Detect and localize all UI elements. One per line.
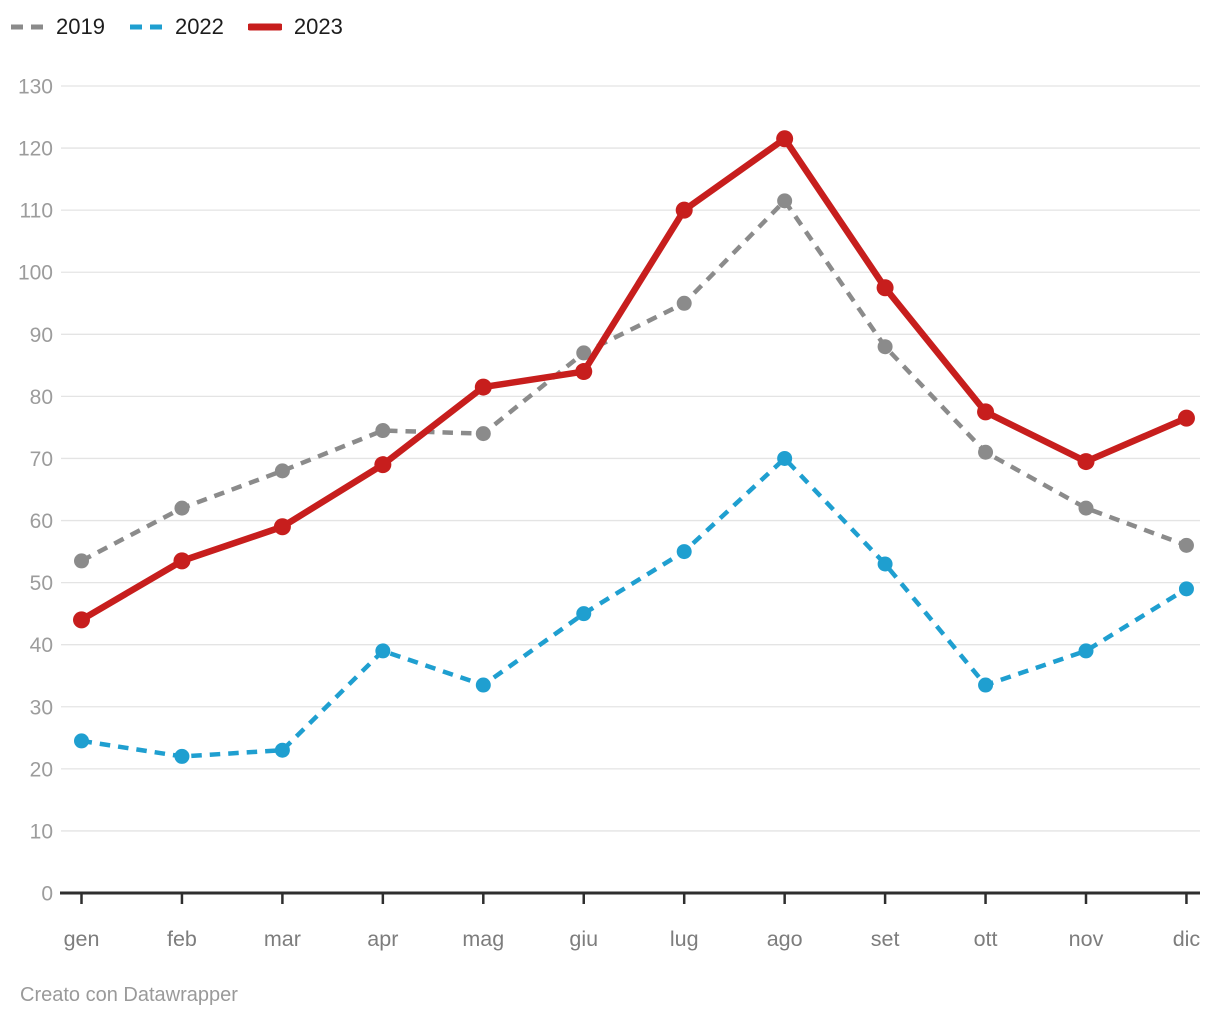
x-axis-tick-label: feb: [167, 927, 197, 951]
x-axis-tick-label: lug: [670, 927, 699, 951]
series-line-2022: [81, 456, 1188, 759]
legend-label-2023: 2023: [293, 14, 343, 39]
data-point-2023-nov[interactable]: [1077, 453, 1095, 471]
x-axis-tick-label: ago: [767, 927, 803, 951]
legend-label-2019: 2019: [56, 14, 105, 39]
data-point-2019-mag[interactable]: [475, 426, 491, 442]
data-point-2019-ago[interactable]: [777, 193, 793, 209]
data-point-2023-giu[interactable]: [575, 363, 593, 381]
y-axis-tick-label: 40: [30, 634, 53, 657]
x-axis-tick-label: set: [871, 927, 900, 951]
x-axis-tick-label: mag: [462, 927, 504, 951]
y-axis-tick-label: 90: [30, 324, 53, 347]
legend-label-2022: 2022: [174, 14, 224, 39]
data-point-2022-giu[interactable]: [576, 606, 592, 622]
legend-item-2022: 2022: [129, 14, 224, 40]
y-axis-tick-label: 110: [20, 200, 53, 223]
x-axis-tick-label: ott: [974, 927, 998, 951]
data-point-2022-gen[interactable]: [74, 733, 89, 749]
y-axis-tick-label: 80: [30, 386, 53, 409]
data-point-2019-mar[interactable]: [274, 463, 290, 479]
data-point-2022-dic[interactable]: [1178, 581, 1194, 597]
series-line-2019: [80, 198, 1188, 563]
data-point-2023-mag[interactable]: [474, 378, 492, 396]
legend-swatch-2023-icon: [247, 23, 282, 31]
data-point-2023-ago[interactable]: [776, 130, 794, 148]
data-point-2022-set[interactable]: [877, 556, 893, 572]
data-point-2022-apr[interactable]: [375, 643, 391, 659]
data-point-2023-lug[interactable]: [675, 201, 693, 219]
data-point-2019-ott[interactable]: [978, 444, 994, 460]
y-axis-tick-label: 30: [30, 696, 53, 719]
data-point-2022-ago[interactable]: [777, 450, 793, 466]
series-line-2023: [79, 135, 1188, 623]
y-axis-tick-label: 70: [30, 448, 53, 471]
legend-item-2023: 2023: [247, 14, 343, 40]
data-point-2022-mar[interactable]: [274, 742, 290, 758]
data-point-2019-set[interactable]: [877, 339, 893, 355]
data-point-2022-feb[interactable]: [174, 748, 190, 764]
x-axis-tick-label: apr: [367, 927, 398, 951]
x-axis-tick-label: mar: [264, 927, 301, 951]
x-axis-tick-label: dic: [1173, 927, 1201, 951]
x-axis-tick-label: giu: [569, 927, 598, 951]
data-point-2022-ott[interactable]: [978, 677, 994, 693]
data-point-2019-lug[interactable]: [676, 295, 692, 311]
data-point-2023-set[interactable]: [876, 279, 894, 297]
data-point-2023-feb[interactable]: [173, 552, 191, 570]
data-point-2019-giu[interactable]: [576, 345, 592, 361]
y-axis-tick-label: 60: [30, 510, 53, 533]
datawrapper-attribution-link[interactable]: Creato con Datawrapper: [20, 984, 238, 1006]
data-point-2023-dic[interactable]: [1177, 409, 1195, 427]
y-axis-tick-label: 50: [30, 572, 53, 595]
y-axis-tick-label: 20: [30, 758, 53, 781]
data-point-2019-gen[interactable]: [74, 553, 89, 569]
legend-item-2019: 2019: [10, 14, 105, 40]
y-axis-tick-label: 130: [18, 76, 53, 99]
y-axis-tick-label: 0: [41, 883, 53, 906]
y-axis-tick-label: 100: [18, 262, 53, 285]
legend-swatch-2022-icon: [129, 24, 162, 30]
data-point-2022-lug[interactable]: [676, 544, 692, 560]
data-point-2019-apr[interactable]: [375, 423, 391, 439]
data-point-2019-feb[interactable]: [174, 500, 190, 516]
y-axis-tick-label: 10: [30, 820, 53, 843]
legend: 2019 2022 2023: [10, 14, 343, 40]
y-axis-tick-label: 120: [18, 138, 53, 161]
legend-swatch-2019-icon: [11, 24, 43, 30]
data-point-2023-mar[interactable]: [273, 518, 291, 536]
data-point-2019-dic[interactable]: [1178, 537, 1194, 553]
data-point-2019-nov[interactable]: [1078, 500, 1094, 516]
data-point-2022-nov[interactable]: [1078, 643, 1094, 659]
data-point-2023-apr[interactable]: [374, 456, 392, 474]
data-point-2023-gen[interactable]: [73, 611, 90, 629]
data-point-2022-mag[interactable]: [475, 677, 491, 693]
x-axis-tick-label: gen: [64, 927, 100, 951]
x-axis-tick-label: nov: [1069, 927, 1104, 951]
data-point-2023-ott[interactable]: [977, 403, 995, 421]
